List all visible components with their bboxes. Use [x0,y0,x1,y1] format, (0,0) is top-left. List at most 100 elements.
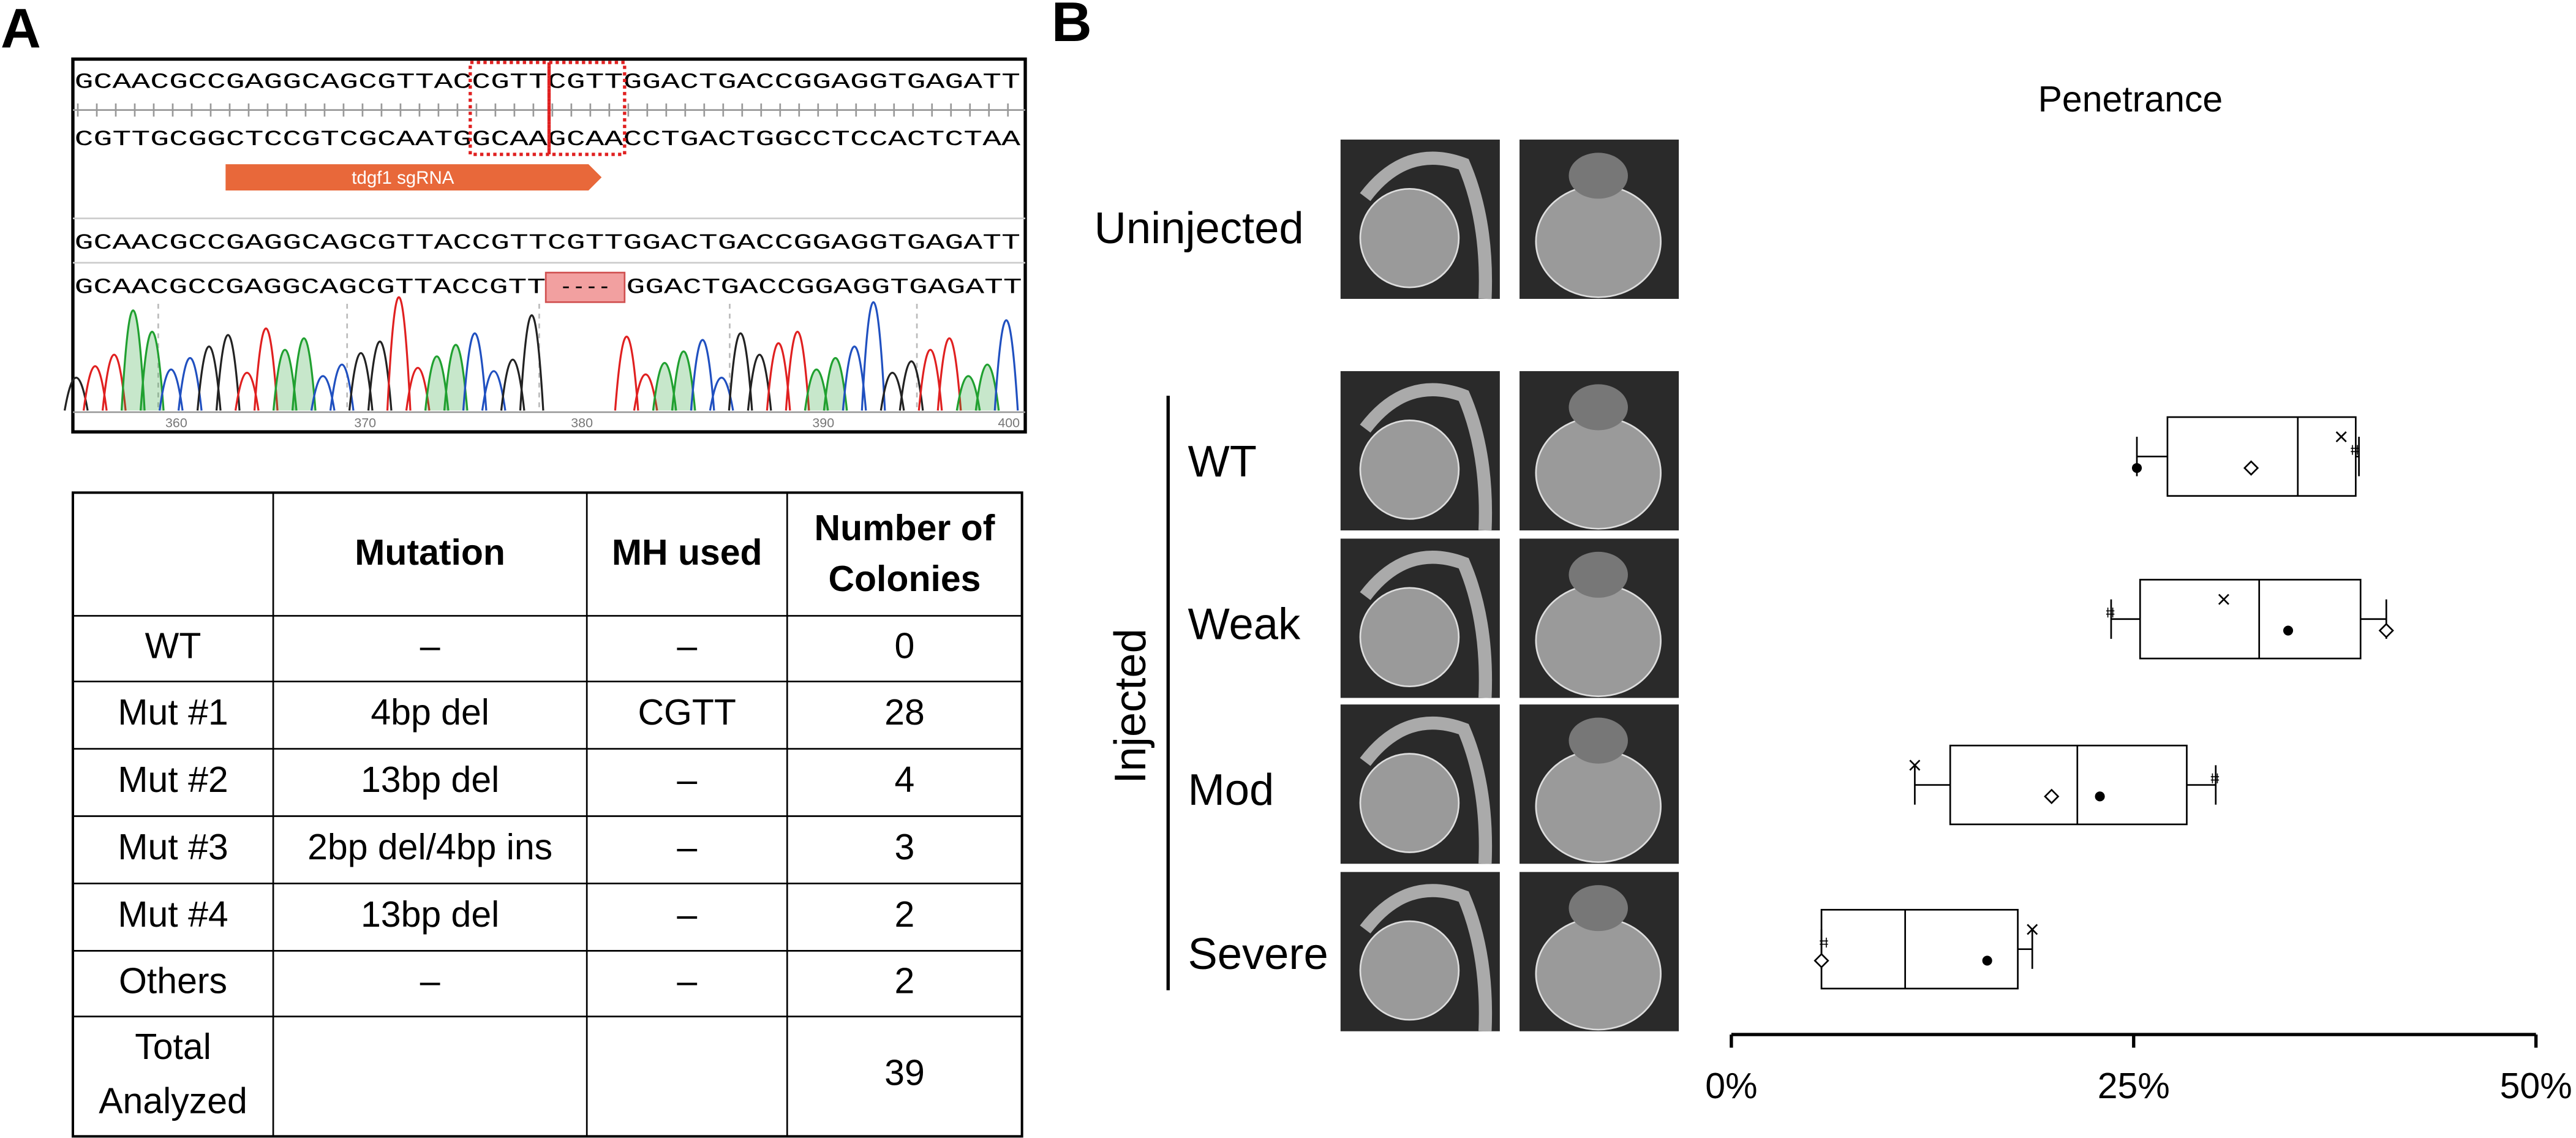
box-plot: 0% 25% 50% WT Weak Mod Severe [1188,416,2572,1106]
position-label: 400 [998,415,1020,430]
point [2243,460,2259,476]
cell: Mut #3 [118,827,228,867]
embryo-body [1360,383,1493,531]
peak [671,350,696,411]
cell: 0 [895,627,915,666]
position-label: 370 [354,415,376,430]
peak [898,360,924,411]
embryo-yolk [1535,184,1662,298]
peak [861,301,886,411]
peak [747,353,772,411]
point [2351,445,2359,455]
cell: – [420,962,440,1001]
cell: 39 [884,1053,925,1093]
panel-label: A [1,0,41,60]
point [2044,788,2060,804]
group-label: Injected [1105,628,1155,784]
peak [272,349,298,411]
peak [139,331,165,411]
cell: Mut #2 [118,760,228,800]
point [2131,463,2142,473]
peak [120,309,146,411]
cell: CGTT [638,693,736,733]
point [2027,924,2038,935]
table: Mutation MH used Number of Colonies WT – – 0 Mut… [71,491,1023,1138]
embryo-yolk [1535,584,1662,698]
peak [177,356,203,411]
cell: 4 [895,760,915,800]
cell: Mut #1 [118,693,228,733]
header-cell: Mutation [355,533,505,573]
guide-label: tdgf1 sgRNA [352,168,454,188]
point [1820,937,1828,948]
category-label: Mod [1188,765,1274,815]
cell: 2 [895,962,915,1001]
cell: Mut #4 [118,895,228,935]
cell: 13bp del [361,895,499,935]
position-label: 380 [571,415,593,430]
peak [462,333,488,411]
peak [936,337,962,411]
embryo-yolk [1535,917,1662,1031]
category-label: WT [1188,437,1257,486]
cell: 2bp del/4bp ins [307,827,552,867]
embryo-images [1340,139,1679,1032]
cell: – [420,627,440,666]
peak [993,319,1019,411]
mh-box [547,61,627,156]
point [1982,955,1992,966]
panel-label: B [1052,0,1092,53]
embryo-head [1569,153,1628,199]
group-label: Uninjected [1094,203,1304,253]
point [2095,791,2105,802]
sequence-mut: GCAACGCCGAGGCAGCGTTACCGTT [75,276,546,300]
ruler-ticks [77,103,1009,117]
category-label: Weak [1188,599,1301,649]
table-frame [71,491,1023,1138]
embryo-body [1360,151,1493,300]
cell: 13bp del [361,760,499,800]
embryo-yolk [1359,920,1460,1021]
peak [917,349,943,411]
x-tick-label: 25% [2098,1066,2170,1106]
peak [823,356,848,411]
cell: Total Analyzed [99,1027,247,1121]
box [2166,416,2357,497]
cell: – [677,895,697,935]
peak [614,336,639,411]
embryo-yolk [1359,587,1460,688]
embryo-yolk [1535,749,1662,863]
x-tick-label: 50% [2500,1066,2572,1106]
sequence-wt: GCAACGCCGAGGCAGCGTTACCGTTCGTTGGACTGACCGG… [75,232,1020,255]
embryo-yolk [1359,420,1460,520]
position-label: 390 [812,415,834,430]
sequence-mut: GGACTGACCGGAGGTGAGATT [627,276,1022,300]
cell: WT [145,627,201,666]
chromatogram: 360 370 380 390 400 [63,296,1020,430]
embryo-head [1569,717,1628,764]
embryo-body [1360,884,1493,1032]
point [2283,625,2294,636]
peak [424,355,450,411]
box [2139,579,2362,660]
peak [291,337,317,411]
chart-title: Penetrance [2038,80,2223,119]
deletion-box [544,271,626,303]
embryo-head [1569,384,1628,431]
cell: – [677,827,697,867]
embryo-head [1569,885,1628,932]
point [1909,759,1921,771]
header-cell: Number of Colonies [815,508,995,599]
point [2335,431,2347,443]
x-tick-label: 0% [1705,1066,1757,1106]
box [1949,744,2188,826]
point [2106,608,2115,618]
cell: – [677,627,697,666]
embryo-yolk [1359,753,1460,853]
embryo-body [1360,716,1493,864]
category-label: Severe [1188,929,1328,979]
peak [785,331,810,411]
